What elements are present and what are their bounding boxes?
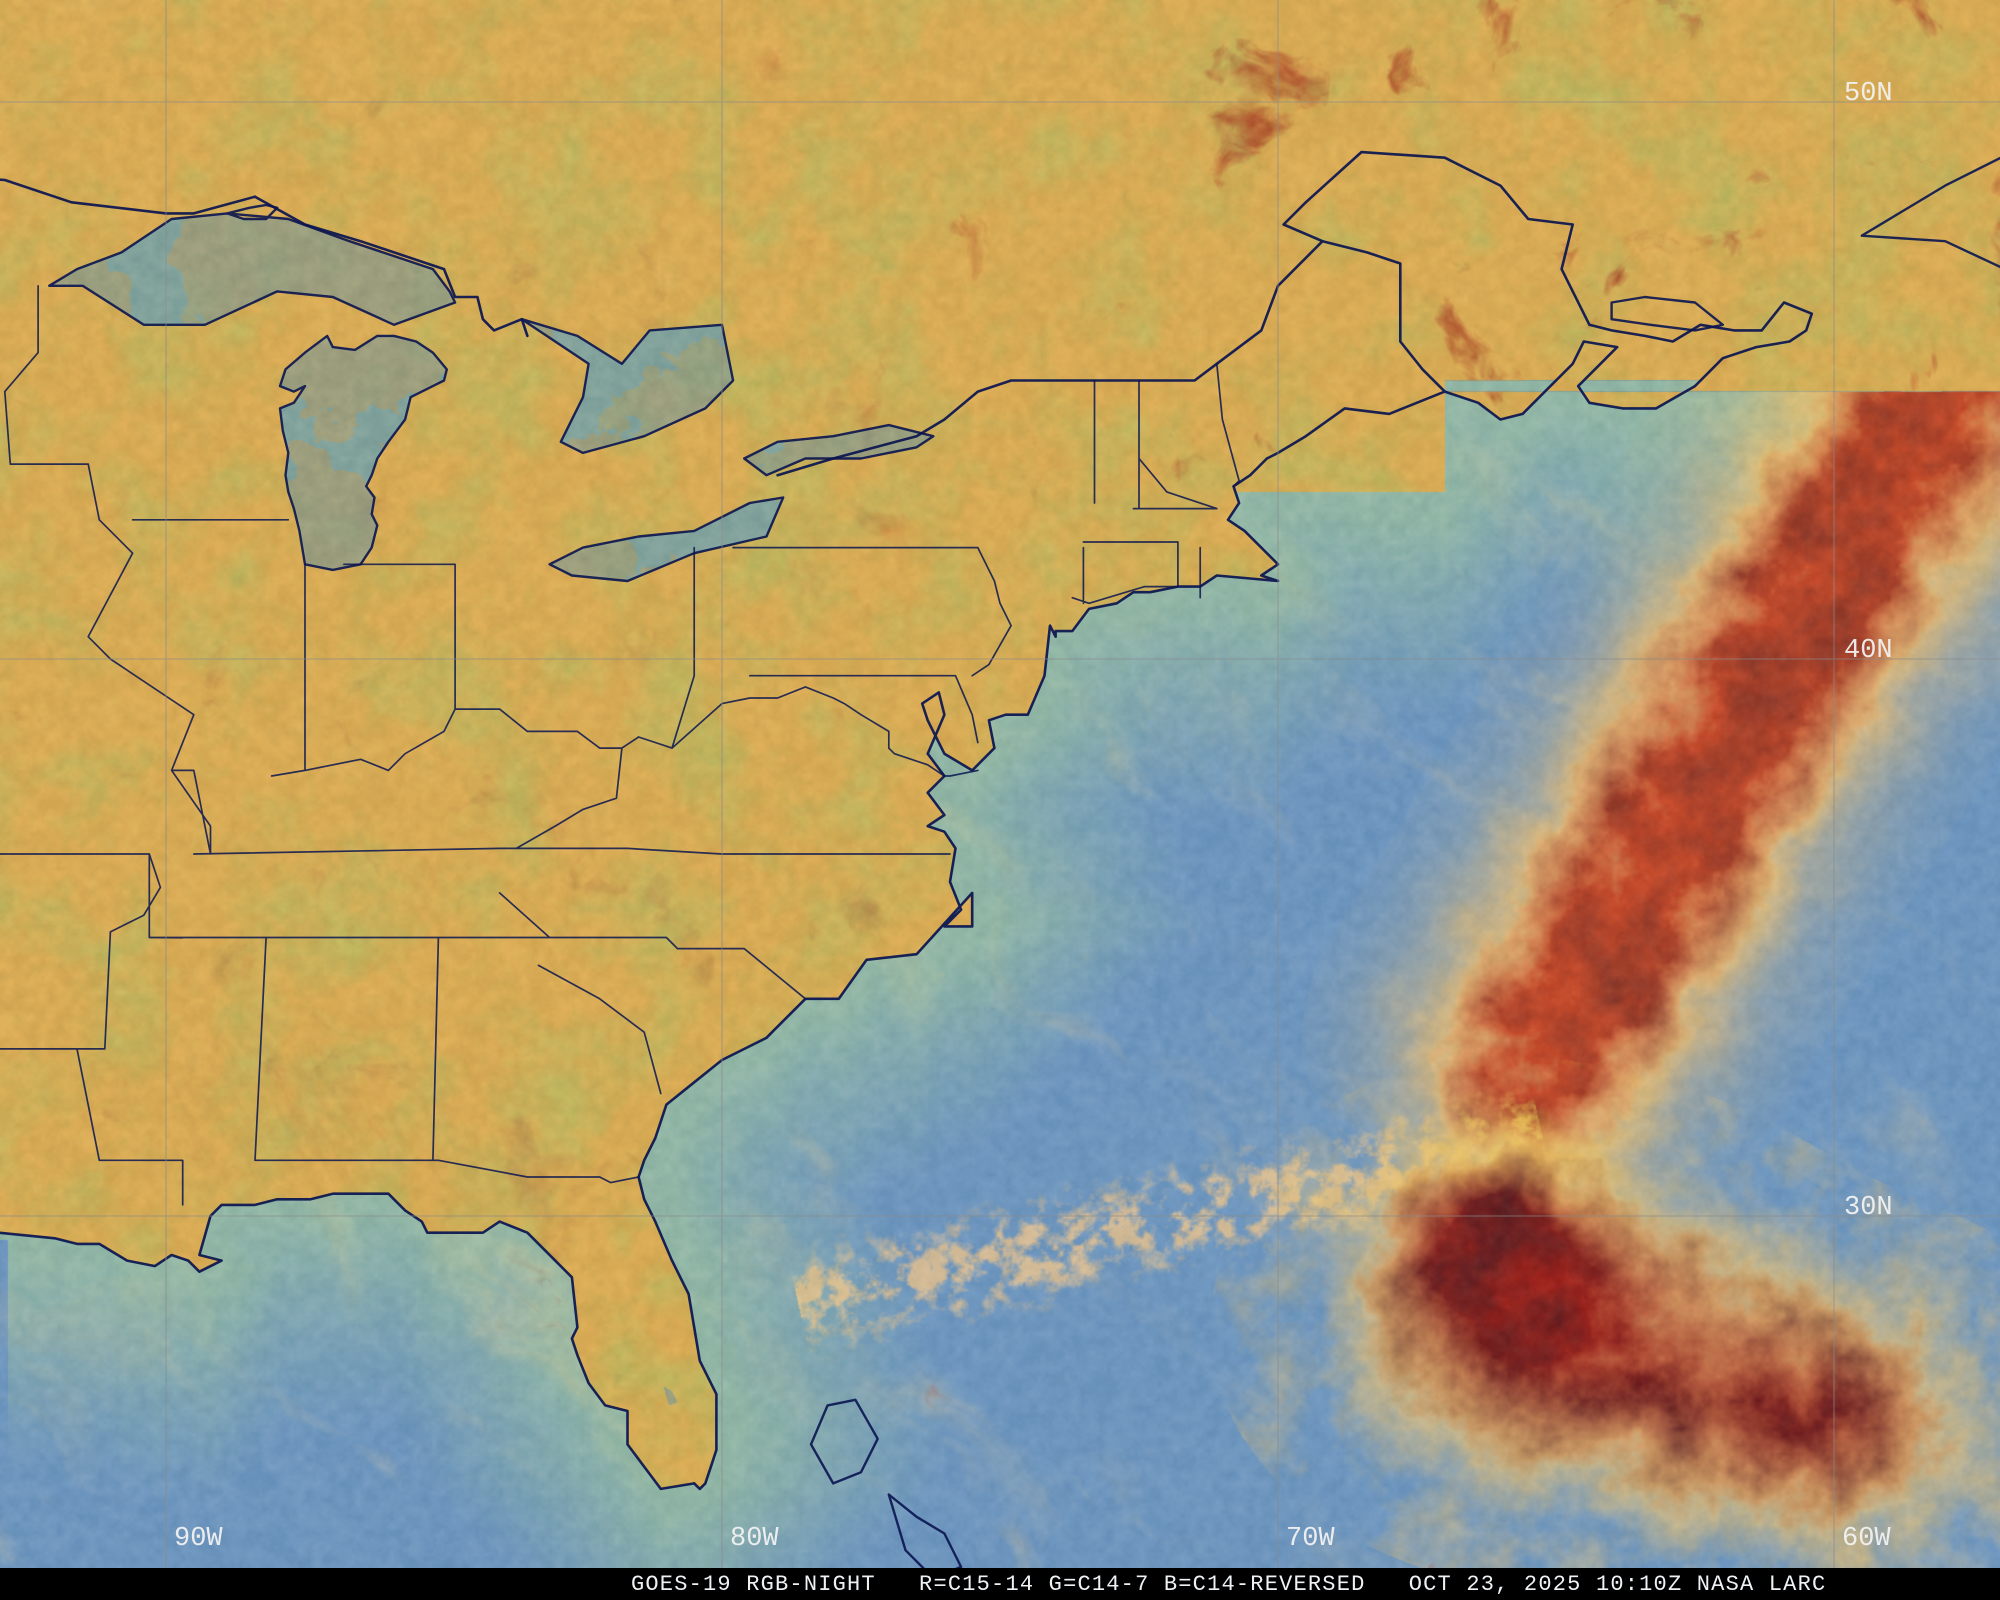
- svg-text:50N: 50N: [1844, 79, 1893, 109]
- svg-text:30N: 30N: [1844, 1193, 1893, 1223]
- svg-text:80W: 80W: [730, 1524, 779, 1554]
- svg-text:70W: 70W: [1286, 1524, 1335, 1554]
- svg-text:90W: 90W: [174, 1524, 223, 1554]
- svg-text:60W: 60W: [1842, 1524, 1891, 1554]
- svg-text:40N: 40N: [1844, 636, 1893, 666]
